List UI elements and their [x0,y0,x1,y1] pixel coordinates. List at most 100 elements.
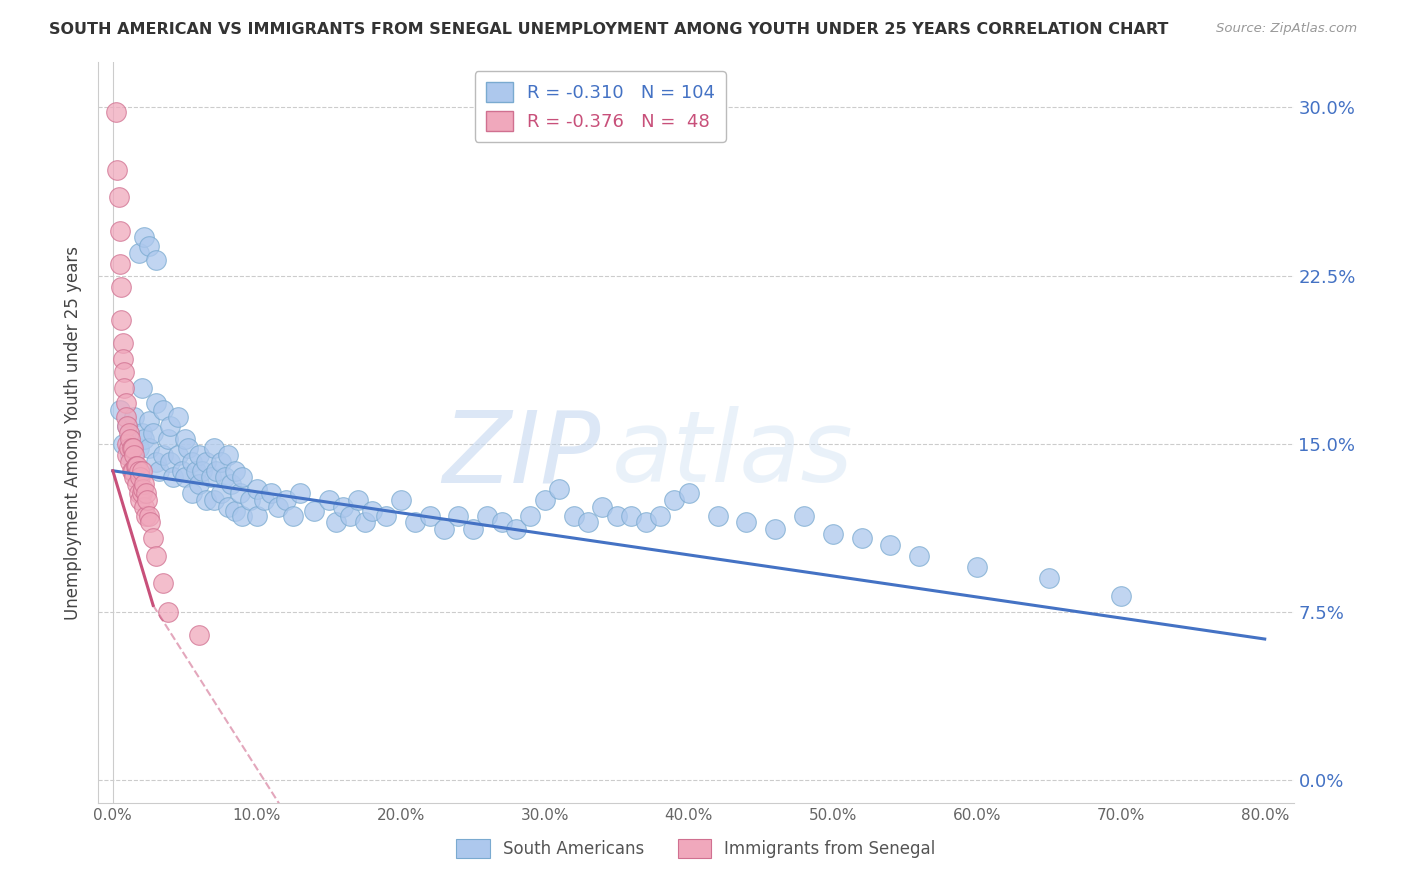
Point [519,508,541,523]
Point [209,486,232,500]
Point [191,464,214,478]
Point [156,433,179,447]
Point [129,470,152,484]
Point [339,508,361,523]
Point [195,455,218,469]
Point [793,508,815,523]
Point [131,464,153,478]
Point [591,500,613,514]
Point [135,486,157,500]
Point [176,442,198,456]
Point [505,522,527,536]
Point [404,516,426,530]
Point [108,403,131,417]
Point [231,508,253,523]
Point [188,448,211,462]
Point [122,464,145,478]
Point [152,576,174,591]
Point [228,486,250,500]
Point [188,627,211,641]
Point [114,396,136,410]
Point [224,504,246,518]
Point [332,500,354,514]
Point [108,224,131,238]
Point [304,504,326,518]
Point [851,531,873,545]
Point [131,381,153,395]
Point [138,508,160,523]
Point [142,531,165,545]
Point [138,442,160,456]
Point [105,163,128,178]
Point [664,492,686,507]
Point [821,526,844,541]
Point [209,455,232,469]
Point [107,190,129,204]
Point [128,246,150,260]
Point [224,464,246,478]
Point [145,252,167,267]
Point [195,492,218,507]
Point [735,516,758,530]
Point [128,442,150,456]
Point [173,433,195,447]
Point [200,470,222,484]
Point [181,486,204,500]
Point [214,470,236,484]
Point [115,418,138,433]
Point [202,442,225,456]
Point [124,448,146,462]
Point [678,486,700,500]
Point [375,508,398,523]
Point [562,508,585,523]
Point [281,508,304,523]
Point [145,549,167,563]
Point [908,549,931,563]
Point [118,442,141,456]
Point [110,280,132,294]
Point [433,522,456,536]
Text: SOUTH AMERICAN VS IMMIGRANTS FROM SENEGAL UNEMPLOYMENT AMONG YOUTH UNDER 25 YEAR: SOUTH AMERICAN VS IMMIGRANTS FROM SENEGA… [49,22,1168,37]
Legend: South Americans, Immigrants from Senegal: South Americans, Immigrants from Senegal [450,833,942,865]
Point [246,508,269,523]
Point [136,492,159,507]
Text: atlas: atlas [613,407,853,503]
Point [132,482,155,496]
Point [110,313,132,327]
Point [139,516,162,530]
Point [134,230,156,244]
Point [120,448,142,462]
Point [124,470,146,484]
Point [288,486,311,500]
Point [219,477,242,491]
Point [217,500,239,514]
Point [879,538,901,552]
Point [648,508,671,523]
Point [576,516,599,530]
Point [217,448,239,462]
Point [1109,590,1132,604]
Point [127,459,149,474]
Point [111,437,134,451]
Point [115,437,138,451]
Point [125,459,148,474]
Point [606,508,628,523]
Point [118,425,141,440]
Point [353,516,375,530]
Point [166,409,188,424]
Point [361,504,384,518]
Point [138,414,160,428]
Point [127,477,149,491]
Point [246,482,269,496]
Point [239,492,262,507]
Point [128,464,150,478]
Point [274,492,297,507]
Point [634,516,657,530]
Point [181,455,204,469]
Point [186,464,208,478]
Point [148,464,170,478]
Point [156,605,179,619]
Point [120,455,142,469]
Point [620,508,643,523]
Point [122,442,145,456]
